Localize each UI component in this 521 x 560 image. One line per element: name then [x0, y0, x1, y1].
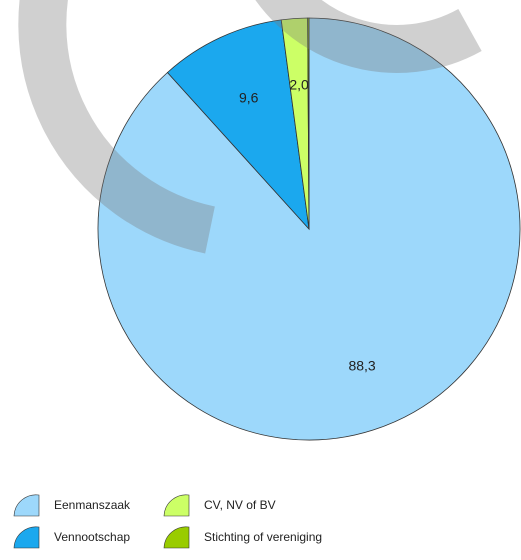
data-label: 9,6	[239, 89, 259, 105]
legend-label: Vennootschap	[54, 530, 130, 544]
legend-label: Eenmanszaak	[54, 498, 131, 512]
watermark-arc	[18, 0, 216, 254]
legend-swatch	[13, 494, 40, 517]
legend-swatch	[163, 494, 190, 517]
legend-label: Stichting of vereniging	[204, 530, 322, 544]
watermark-arc	[255, 0, 482, 73]
legend-swatch	[163, 526, 190, 549]
data-label: 88,3	[348, 358, 375, 374]
pie-slice	[307, 17, 310, 230]
pie: 88,3 9,6 2,0	[97, 17, 521, 441]
legend-swatch	[13, 526, 40, 549]
pie-slice	[166, 19, 310, 231]
legend: Eenmanszaak Vennootschap CV, NV of BV Stich…	[13, 494, 322, 549]
legend-label: CV, NV of BV	[204, 498, 276, 512]
data-label: 2,0	[289, 77, 309, 93]
